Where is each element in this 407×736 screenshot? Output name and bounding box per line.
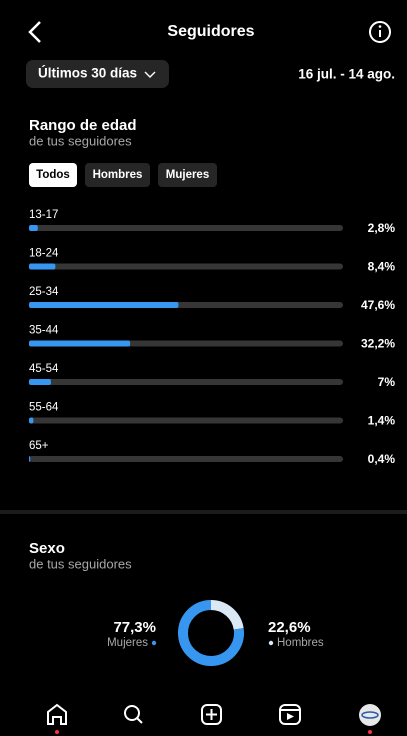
tab[interactable] [85, 163, 150, 187]
age-label: 25-34 [29, 286, 59, 298]
section-title: Rango de edad [29, 117, 137, 134]
age-label: 65+ [29, 440, 49, 452]
bar [29, 263, 56, 270]
nav-search[interactable] [124, 705, 143, 724]
legend-dot [268, 640, 274, 646]
sex-chart: 77,3%Mujeres 22,6%Hombres [107, 600, 324, 666]
value-label: 0,4% [368, 452, 396, 466]
bar-track [29, 417, 343, 424]
age-label: 35-44 [29, 325, 59, 337]
age-label: 13-17 [29, 209, 58, 221]
back-button[interactable] [28, 21, 41, 43]
age-label: 55-64 [29, 402, 59, 414]
info-button[interactable] [369, 21, 391, 43]
section-subtitle: de tus seguidores [29, 133, 132, 148]
bar [29, 456, 31, 462]
tab-label: Mujeres [166, 169, 209, 181]
value-label: 7% [378, 375, 396, 389]
bar-track [29, 379, 343, 385]
value-label: 22,6% [268, 619, 311, 636]
section-subtitle: de tus seguidores [29, 556, 132, 571]
section-title: Sexo [29, 540, 65, 557]
bar-track [29, 263, 343, 270]
donut-segment [178, 600, 244, 666]
legend-dot [151, 640, 157, 646]
value-label: 77,3% [113, 619, 156, 636]
age-label: 18-24 [29, 248, 59, 260]
header-title: Seguidores [167, 23, 254, 40]
bar [29, 302, 179, 308]
value-label: 47,6% [361, 298, 395, 312]
legend-label: Mujeres [107, 637, 148, 649]
bar [29, 225, 38, 231]
nav-reels[interactable] [279, 704, 301, 725]
donut-segment [210, 600, 244, 630]
chevron [144, 71, 156, 78]
separator [0, 510, 407, 514]
tab[interactable] [29, 163, 77, 187]
bar [29, 340, 131, 347]
nav-profile[interactable] [359, 704, 381, 726]
period-label: Últimos 30 días [38, 66, 137, 81]
age-chart: 13-17 2,8% 18-24 8,4% 25-34 47,6% 35-44 32,2% 45… [29, 209, 395, 466]
legend-label: Hombres [277, 637, 324, 649]
nav-home[interactable] [47, 703, 67, 725]
date-range: 16 jul. - 14 ago. [298, 67, 395, 82]
value-label: 2,8% [368, 221, 396, 235]
bar-track [29, 225, 343, 231]
tab[interactable] [158, 163, 217, 187]
bar-track [29, 456, 343, 462]
value-label: 8,4% [368, 260, 396, 274]
nav-create[interactable] [201, 704, 222, 725]
period-button[interactable] [26, 60, 169, 88]
age-label: 45-54 [29, 363, 59, 375]
tab-label: Todos [36, 169, 70, 181]
tab-label: Hombres [93, 169, 143, 181]
nav-dot [368, 730, 372, 734]
value-label: 1,4% [368, 414, 396, 428]
bottom-nav [47, 703, 381, 726]
bar [29, 379, 51, 385]
value-label: 32,2% [361, 337, 395, 351]
nav-dot [55, 730, 59, 734]
bar [29, 417, 34, 424]
